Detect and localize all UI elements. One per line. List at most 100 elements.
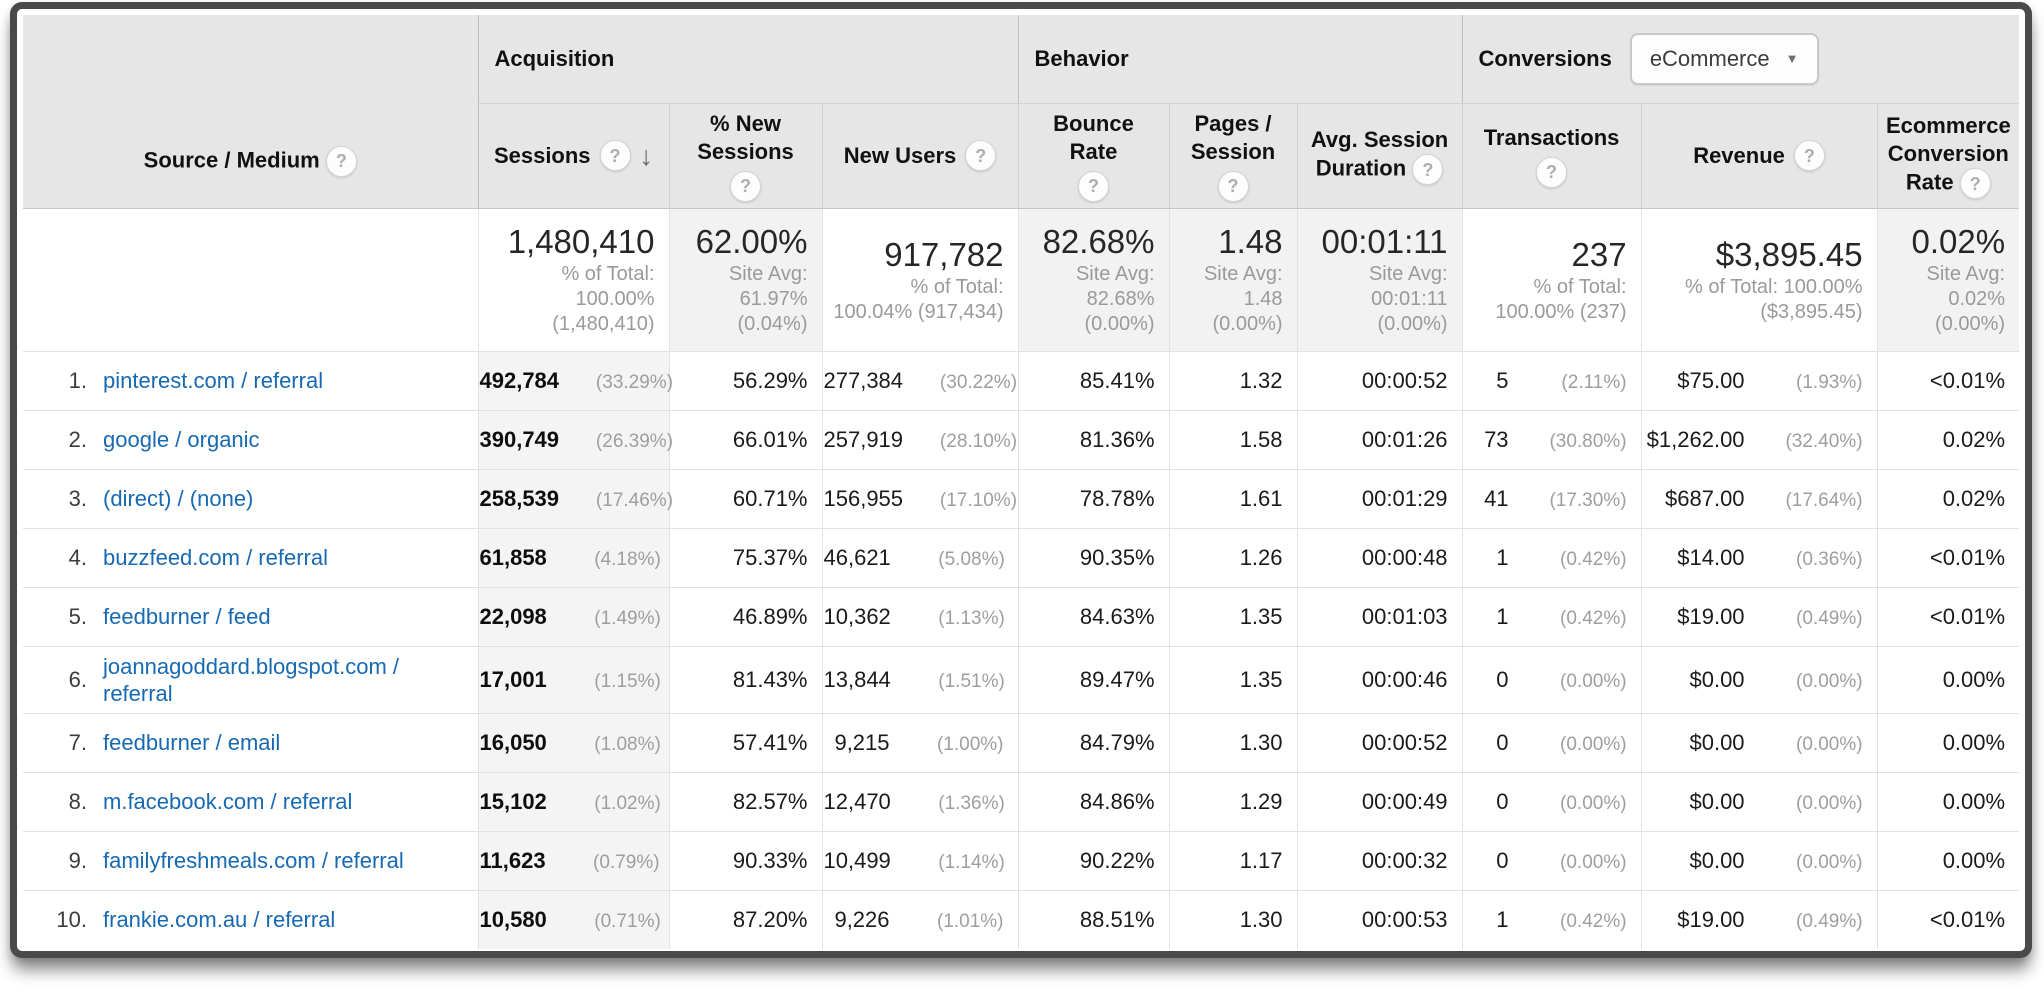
source-medium-link[interactable]: feedburner / email: [103, 730, 281, 755]
sessions-cell: 11,623 (0.79%): [477, 830, 669, 890]
help-icon[interactable]: ?: [730, 170, 761, 202]
transactions-percent: (0.00%): [1560, 792, 1627, 814]
analytics-table-frame: Source / Medium ? Acquisition Behavior C…: [10, 2, 2032, 958]
column-header-ecommerce-conversion-rate[interactable]: Ecommerce Conversion Rate ?: [1876, 103, 2020, 209]
sessions-percent: (26.39%): [595, 430, 674, 452]
pct-new-sessions-cell: 60.71%: [668, 468, 822, 528]
pct-new-sessions-value: 87.20%: [732, 906, 808, 932]
ecommerce-conversion-rate-value: 0.00%: [1942, 788, 2006, 814]
column-header-pct-new-sessions[interactable]: % New Sessions ?: [668, 103, 822, 209]
group-header-row: Source / Medium ? Acquisition Behavior C…: [23, 15, 2020, 209]
pct-new-sessions-cell: 57.41%: [668, 712, 822, 772]
column-header-new-users[interactable]: New Users ?: [821, 103, 1019, 209]
new-users-cell: 10,362 (1.13%): [821, 586, 1019, 646]
row-rank: 4.: [68, 544, 87, 570]
transactions-cell: 0 (0.00%): [1461, 645, 1642, 713]
bounce-rate-cell: 84.79%: [1017, 712, 1170, 772]
sort-descending-icon[interactable]: ↓: [639, 140, 654, 171]
group-label: Acquisition: [494, 45, 615, 71]
new-users-cell: 12,470 (1.36%): [821, 771, 1019, 831]
pages-session-cell: 1.35: [1168, 645, 1298, 713]
source-medium-link[interactable]: m.facebook.com / referral: [103, 789, 353, 814]
source-medium-link[interactable]: google / organic: [103, 427, 260, 452]
source-medium-report-table: Source / Medium ? Acquisition Behavior C…: [23, 15, 2020, 949]
help-icon[interactable]: ?: [325, 145, 357, 177]
column-header-row: Sessions ? ↓ % New Sessions ? New Users …: [23, 103, 2020, 209]
source-medium-link[interactable]: feedburner / feed: [103, 604, 271, 629]
ecommerce-conversion-rate-cell: 0.00%: [1876, 645, 2020, 713]
column-label: New Users: [843, 142, 957, 168]
source-medium-cell: 2. google / organic: [23, 409, 478, 469]
new-users-value: 156,955: [823, 485, 904, 511]
dimension-header-cell[interactable]: Source / Medium ?: [23, 15, 479, 209]
new-users-percent: (1.51%): [938, 670, 1005, 692]
source-medium-link[interactable]: buzzfeed.com / referral: [103, 545, 328, 570]
column-header-pages-session[interactable]: Pages / Session ?: [1168, 103, 1298, 209]
source-medium-link[interactable]: (direct) / (none): [103, 486, 254, 511]
avg-session-duration-value: 00:00:32: [1361, 847, 1448, 873]
sessions-percent: (1.15%): [594, 670, 661, 692]
pct-new-sessions-value: 57.41%: [732, 729, 808, 755]
totals-revenue: $3,895.45 % of Total: 100.00% ($3,895.45…: [1640, 208, 1878, 351]
pct-new-sessions-cell: 56.29%: [668, 350, 822, 410]
sessions-cell: 22,098 (1.49%): [477, 586, 669, 646]
pages-session-value: 1.35: [1239, 603, 1283, 629]
group-header-conversions: Conversions eCommerce ▼: [1461, 15, 2020, 104]
table-row: 1. pinterest.com / referral 492,784 (33.2…: [23, 350, 2020, 410]
source-medium-cell: 3. (direct) / (none): [23, 468, 478, 528]
help-icon[interactable]: ?: [1078, 170, 1110, 202]
column-header-bounce-rate[interactable]: Bounce Rate ?: [1017, 103, 1170, 209]
avg-session-duration-value: 00:00:52: [1361, 367, 1448, 393]
avg-session-duration-cell: 00:00:53: [1296, 889, 1463, 949]
ecommerce-conversion-rate-cell: 0.00%: [1876, 771, 2020, 831]
pages-session-cell: 1.29: [1168, 771, 1298, 831]
chevron-down-icon: ▼: [1785, 51, 1799, 67]
column-header-transactions[interactable]: Transactions ?: [1461, 103, 1642, 209]
sessions-value: 11,623: [479, 847, 546, 873]
help-icon[interactable]: ?: [1217, 170, 1249, 202]
sessions-value: 15,102: [479, 788, 547, 814]
bounce-rate-value: 84.86%: [1079, 788, 1155, 814]
transactions-value: 73: [1484, 426, 1509, 452]
source-medium-cell: 8. m.facebook.com / referral: [23, 771, 478, 831]
source-medium-link[interactable]: joannagoddard.blogspot.com / referral: [103, 653, 399, 706]
ecommerce-conversion-rate-value: 0.02%: [1942, 485, 2006, 511]
avg-session-duration-value: 00:01:29: [1361, 485, 1448, 511]
sessions-percent: (17.46%): [595, 489, 674, 511]
pages-session-cell: 1.61: [1168, 468, 1298, 528]
column-header-avg-session-duration[interactable]: Avg. Session Duration ?: [1296, 103, 1463, 209]
revenue-value: $687.00: [1665, 485, 1745, 511]
ecommerce-conversion-rate-value: 0.00%: [1942, 729, 2006, 755]
help-icon[interactable]: ?: [965, 140, 997, 171]
conversions-goal-dropdown[interactable]: eCommerce ▼: [1629, 32, 1819, 85]
transactions-value: 41: [1484, 485, 1509, 511]
help-icon[interactable]: ?: [1536, 156, 1568, 188]
ecommerce-conversion-rate-cell: 0.02%: [1876, 468, 2020, 528]
source-medium-link[interactable]: frankie.com.au / referral: [103, 907, 336, 933]
table-row: 2. google / organic 390,749 (26.39%) 66.0…: [23, 409, 2020, 469]
totals-new-users: 917,782 % of Total: 100.04% (917,434): [821, 208, 1019, 351]
avg-session-duration-cell: 00:00:52: [1296, 712, 1463, 772]
source-medium-cell: 4. buzzfeed.com / referral: [23, 527, 478, 587]
bounce-rate-value: 84.63%: [1079, 603, 1155, 629]
help-icon[interactable]: ?: [1412, 154, 1444, 185]
help-icon[interactable]: ?: [599, 140, 631, 171]
revenue-value: $0.00: [1689, 729, 1745, 755]
help-icon[interactable]: ?: [1959, 168, 1991, 199]
transactions-value: 0: [1496, 847, 1509, 873]
revenue-value: $19.00: [1677, 906, 1745, 932]
bounce-rate-cell: 89.47%: [1017, 645, 1170, 713]
revenue-cell: $19.00 (0.49%): [1640, 586, 1878, 646]
source-medium-link[interactable]: familyfreshmeals.com / referral: [103, 848, 404, 873]
avg-session-duration-cell: 00:00:49: [1296, 771, 1463, 831]
totals-sessions: 1,480,410 % of Total: 100.00% (1,480,410…: [477, 208, 669, 351]
source-medium-link[interactable]: pinterest.com / referral: [103, 368, 324, 393]
sessions-percent: (1.08%): [594, 733, 661, 755]
column-header-sessions[interactable]: Sessions ? ↓: [477, 103, 669, 209]
ecommerce-conversion-rate-cell: <0.01%: [1876, 350, 2020, 410]
help-icon[interactable]: ?: [1793, 140, 1825, 171]
pages-session-cell: 1.32: [1168, 350, 1298, 410]
column-header-revenue[interactable]: Revenue ?: [1640, 103, 1878, 209]
totals-empty-cell: [23, 208, 478, 351]
transactions-cell: 1 (0.42%): [1461, 889, 1642, 949]
